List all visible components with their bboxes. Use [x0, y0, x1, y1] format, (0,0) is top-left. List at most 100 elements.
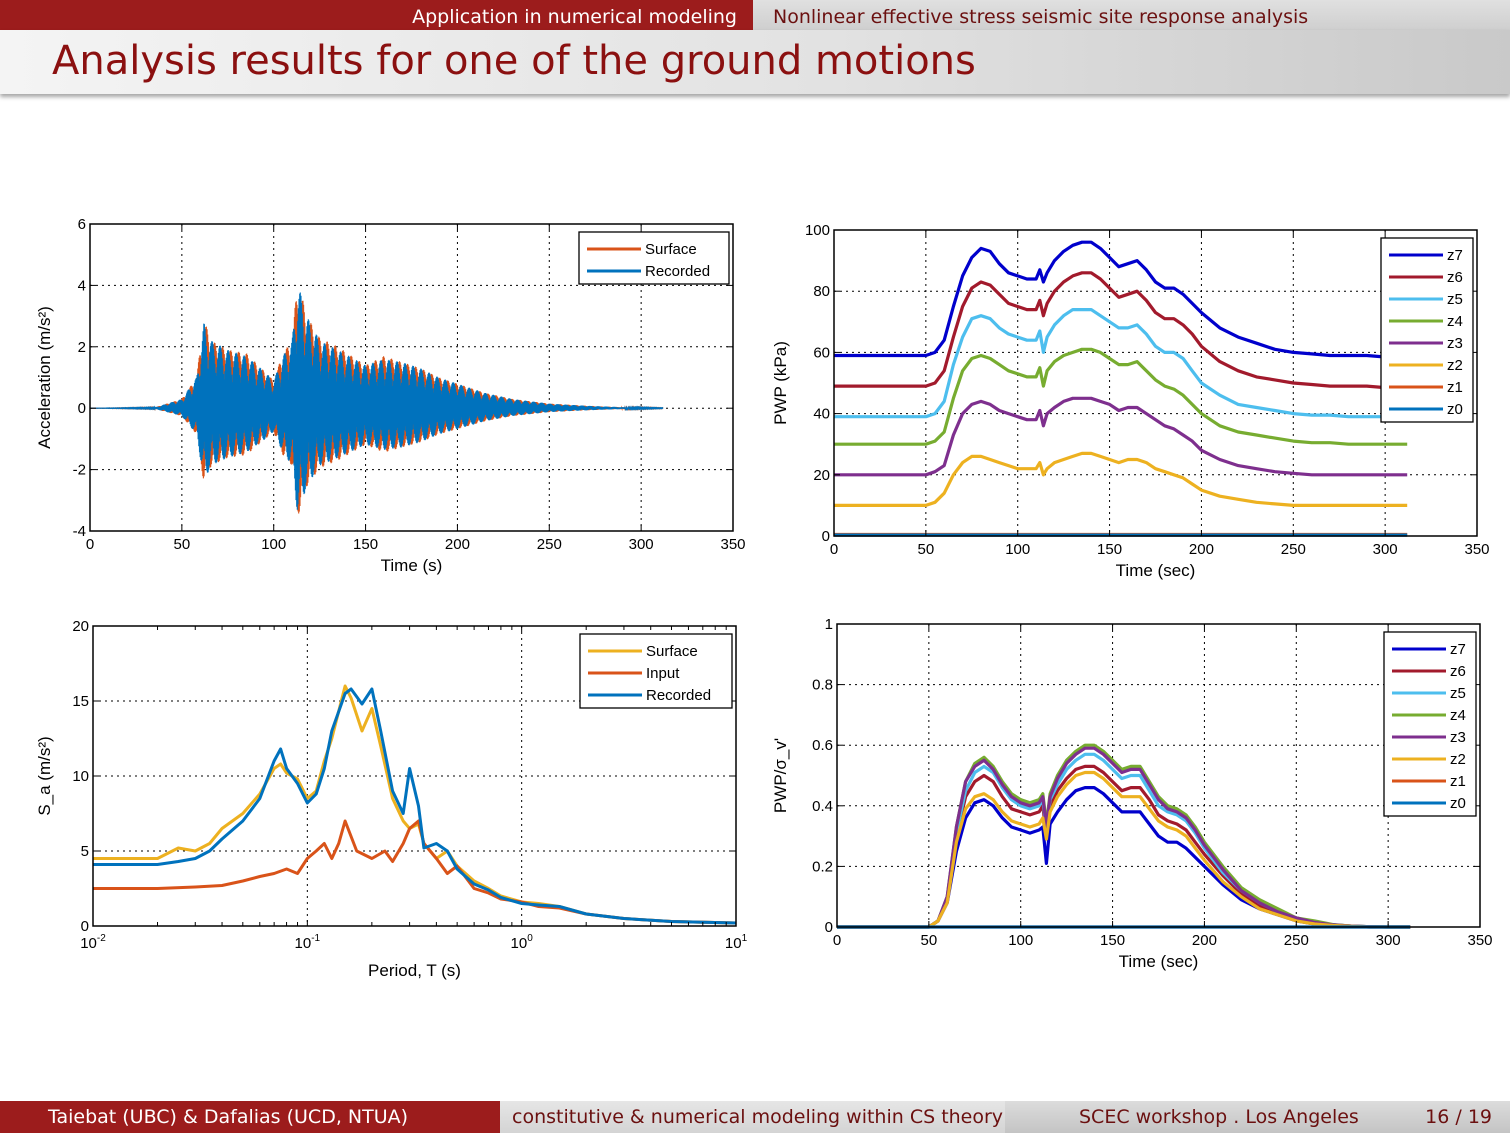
legend-label-z6: z6 [1450, 663, 1466, 680]
footer-bar: Taiebat (UBC) & Dafalias (UCD, NTUA) con… [0, 1101, 1510, 1133]
x-tick-label: 200 [1192, 932, 1217, 949]
x-tick-label: 350 [1467, 932, 1492, 949]
legend-label-z2: z2 [1447, 357, 1463, 374]
x-tick-label: 350 [720, 536, 745, 553]
legend-label-z3: z3 [1450, 729, 1466, 746]
spectra-chart: 10-2 10-1 100 101 0 5 10 15 20 Period, T (s) S_a (… [35, 618, 748, 980]
series-line-z4 [834, 347, 1408, 446]
series-group [93, 684, 736, 925]
y-axis-label: S_a (m/s²) [35, 736, 54, 815]
y-tick-label: 80 [813, 283, 830, 300]
y-tick-label: 20 [72, 618, 89, 635]
series-line-z6 [834, 271, 1408, 390]
y-tick-label: 0 [822, 528, 830, 545]
y-tick-label: 60 [813, 344, 830, 361]
x-tick-label: 0 [833, 932, 841, 949]
axes-frame [89, 223, 734, 532]
legend-label-z4: z4 [1450, 707, 1466, 724]
legend-label-z4: z4 [1447, 313, 1463, 330]
y-tick-label: 0.4 [812, 798, 833, 815]
x-tick-label: 250 [1281, 541, 1306, 558]
y-tick-label: 4 [78, 277, 86, 294]
legend-label-recorded: Recorded [646, 687, 711, 704]
y-tick-label: 0.6 [812, 737, 833, 754]
legend-label-z0: z0 [1447, 401, 1463, 418]
x-tick-label: 250 [537, 536, 562, 553]
series-group [90, 292, 664, 514]
y-axis-label: Acceleration (m/s²) [35, 306, 54, 449]
legend-box [1383, 631, 1477, 817]
x-tick-label: 100 [261, 536, 286, 553]
x-tick-label: 0 [830, 541, 838, 558]
legend-label-z1: z1 [1447, 379, 1463, 396]
title-bar: Analysis results for one of the ground m… [0, 30, 1510, 94]
x-tick-label: 300 [1376, 932, 1401, 949]
y-tick-label: 1 [825, 616, 833, 633]
y-tick-label: 100 [805, 222, 830, 239]
series-line-z2 [834, 451, 1408, 507]
y-axis-label: PWP (kPa) [771, 341, 790, 425]
y-tick-label: -2 [73, 462, 86, 479]
series-line-recorded [93, 687, 736, 925]
legend-label-surface: Surface [646, 643, 698, 660]
x-tick-label: 150 [1097, 541, 1122, 558]
y-tick-label: 0 [825, 919, 833, 936]
header-section[interactable]: Application in numerical modeling [0, 0, 753, 30]
x-tick-label: 100 [511, 933, 534, 952]
plot-area [837, 624, 1480, 927]
axes-frame [836, 623, 1481, 928]
pwp-chart: 0 50 100 150 200 250 300 350 0 20 40 60 80 100 Time (s… [771, 222, 1490, 580]
x-tick-label: 150 [1100, 932, 1125, 949]
acceleration-chart: 0 50 100 150 200 250 300 350 -4 -2 0 2 4 6 Time (s) Acc… [35, 216, 746, 575]
x-tick-label: 100 [1008, 932, 1033, 949]
header-bar: Application in numerical modeling Nonlin… [0, 0, 1510, 30]
y-tick-label: -4 [73, 523, 86, 540]
x-tick-label: 50 [174, 536, 191, 553]
x-tick-label: 200 [445, 536, 470, 553]
legend-label-z1: z1 [1450, 773, 1466, 790]
legend-label-z7: z7 [1447, 247, 1463, 264]
series-line-z4 [837, 743, 1411, 929]
footer-venue: SCEC workshop . Los Angeles [1079, 1106, 1359, 1128]
series-line-z3 [834, 396, 1408, 477]
x-tick-label: 10-2 [80, 933, 106, 952]
slide-title: Analysis results for one of the ground m… [52, 38, 976, 84]
series-line-z3 [837, 746, 1411, 929]
x-tick-label: 10-1 [295, 933, 321, 952]
footer-talk-title: constitutive & numerical modeling within… [500, 1101, 1005, 1133]
x-axis-label: Time (s) [381, 556, 443, 575]
y-tick-label: 2 [78, 339, 86, 356]
series-group [834, 240, 1408, 537]
legend-label-z7: z7 [1450, 641, 1466, 658]
y-axis-label: PWP/σ_v' [771, 738, 790, 813]
legend-label-z2: z2 [1450, 751, 1466, 768]
pwp-ratio-chart: 0 50 100 150 200 250 300 350 0 0.2 0.4 0.6 0.8 1 Time … [771, 616, 1493, 971]
legend-label-z5: z5 [1447, 291, 1463, 308]
legend-box [1380, 237, 1474, 423]
header-subsection[interactable]: Nonlinear effective stress seismic site … [753, 0, 1510, 30]
y-tick-label: 5 [81, 843, 89, 860]
legend-label-z6: z6 [1447, 269, 1463, 286]
y-tick-label: 6 [78, 216, 86, 233]
y-tick-label: 0 [78, 400, 86, 417]
series-line-z7 [834, 240, 1408, 359]
legend-label-z5: z5 [1450, 685, 1466, 702]
x-tick-label: 250 [1284, 932, 1309, 949]
legend-label-recorded: Recorded [645, 263, 710, 280]
page-number[interactable]: 16 / 19 [1425, 1106, 1492, 1128]
y-tick-label: 0.2 [812, 858, 833, 875]
x-tick-label: 0 [86, 536, 94, 553]
x-tick-label: 300 [1373, 541, 1398, 558]
x-axis-label: Time (sec) [1119, 952, 1199, 971]
y-tick-label: 20 [813, 467, 830, 484]
x-tick-label: 50 [918, 541, 935, 558]
axes-frame [833, 229, 1478, 537]
x-tick-label: 300 [629, 536, 654, 553]
series-line-recorded [90, 292, 664, 510]
x-tick-label: 150 [353, 536, 378, 553]
x-tick-label: 350 [1464, 541, 1489, 558]
x-tick-label: 50 [921, 932, 938, 949]
y-tick-label: 15 [72, 693, 89, 710]
footer-authors: Taiebat (UBC) & Dafalias (UCD, NTUA) [0, 1101, 500, 1133]
y-tick-label: 0.8 [812, 677, 833, 694]
